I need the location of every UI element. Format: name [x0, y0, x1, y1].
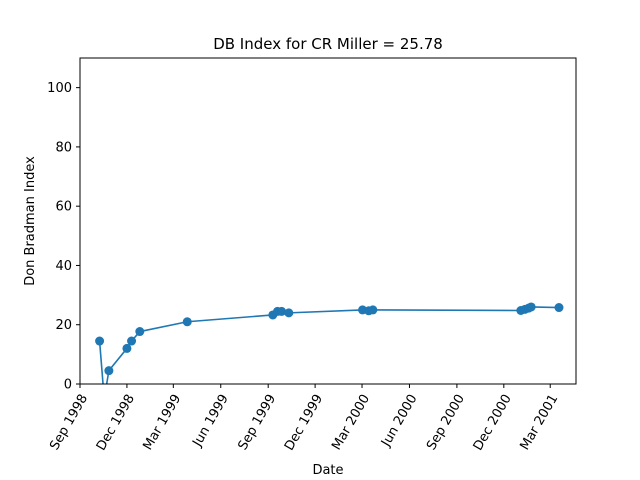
data-point — [526, 302, 536, 312]
data-point — [127, 336, 137, 346]
y-tick-label: 40 — [55, 259, 72, 274]
y-tick-label: 60 — [55, 200, 72, 215]
x-tick-label: Sep 1998 — [47, 392, 91, 453]
x-tick-label: Mar 2001 — [517, 392, 561, 453]
x-tick-label: Sep 1999 — [235, 392, 279, 453]
series-layer — [95, 302, 564, 403]
x-axis-label: Date — [312, 463, 343, 478]
data-point — [135, 327, 145, 337]
data-point — [277, 306, 287, 316]
y-tick-label: 20 — [55, 318, 72, 333]
x-tick-label: Mar 1999 — [141, 392, 185, 453]
plot-frame — [79, 57, 577, 385]
chart-title: DB Index for CR Miller = 25.78 — [213, 35, 443, 53]
x-tick-label: Dec 2000 — [471, 392, 515, 454]
y-tick-label: 100 — [47, 81, 72, 96]
data-point — [554, 303, 564, 313]
data-point — [182, 317, 192, 327]
y-tick-label: 80 — [55, 140, 72, 155]
x-tick-label: Jun 1999 — [190, 392, 232, 450]
y-axis: 0 20 40 60 80 100 — [47, 81, 80, 393]
x-tick-label: Sep 2000 — [424, 392, 468, 453]
x-axis: Sep 1998 Dec 1998 Mar 1999 Jun 1999 Sep 1999… — [47, 384, 561, 453]
series-line — [98, 306, 560, 384]
x-tick-label: Mar 2000 — [329, 392, 373, 453]
data-point — [95, 336, 105, 346]
y-axis-label: Don Bradman Index — [23, 156, 38, 286]
data-point — [284, 308, 294, 318]
x-tick-label: Dec 1998 — [94, 392, 138, 454]
data-point — [122, 343, 132, 353]
x-tick-label: Dec 1999 — [282, 392, 326, 454]
plot-area — [95, 302, 564, 403]
data-point — [368, 305, 378, 315]
data-point — [104, 366, 114, 376]
x-tick-label: Jun 2000 — [378, 392, 420, 450]
data-point — [100, 394, 109, 403]
y-tick-label: 0 — [64, 378, 72, 393]
